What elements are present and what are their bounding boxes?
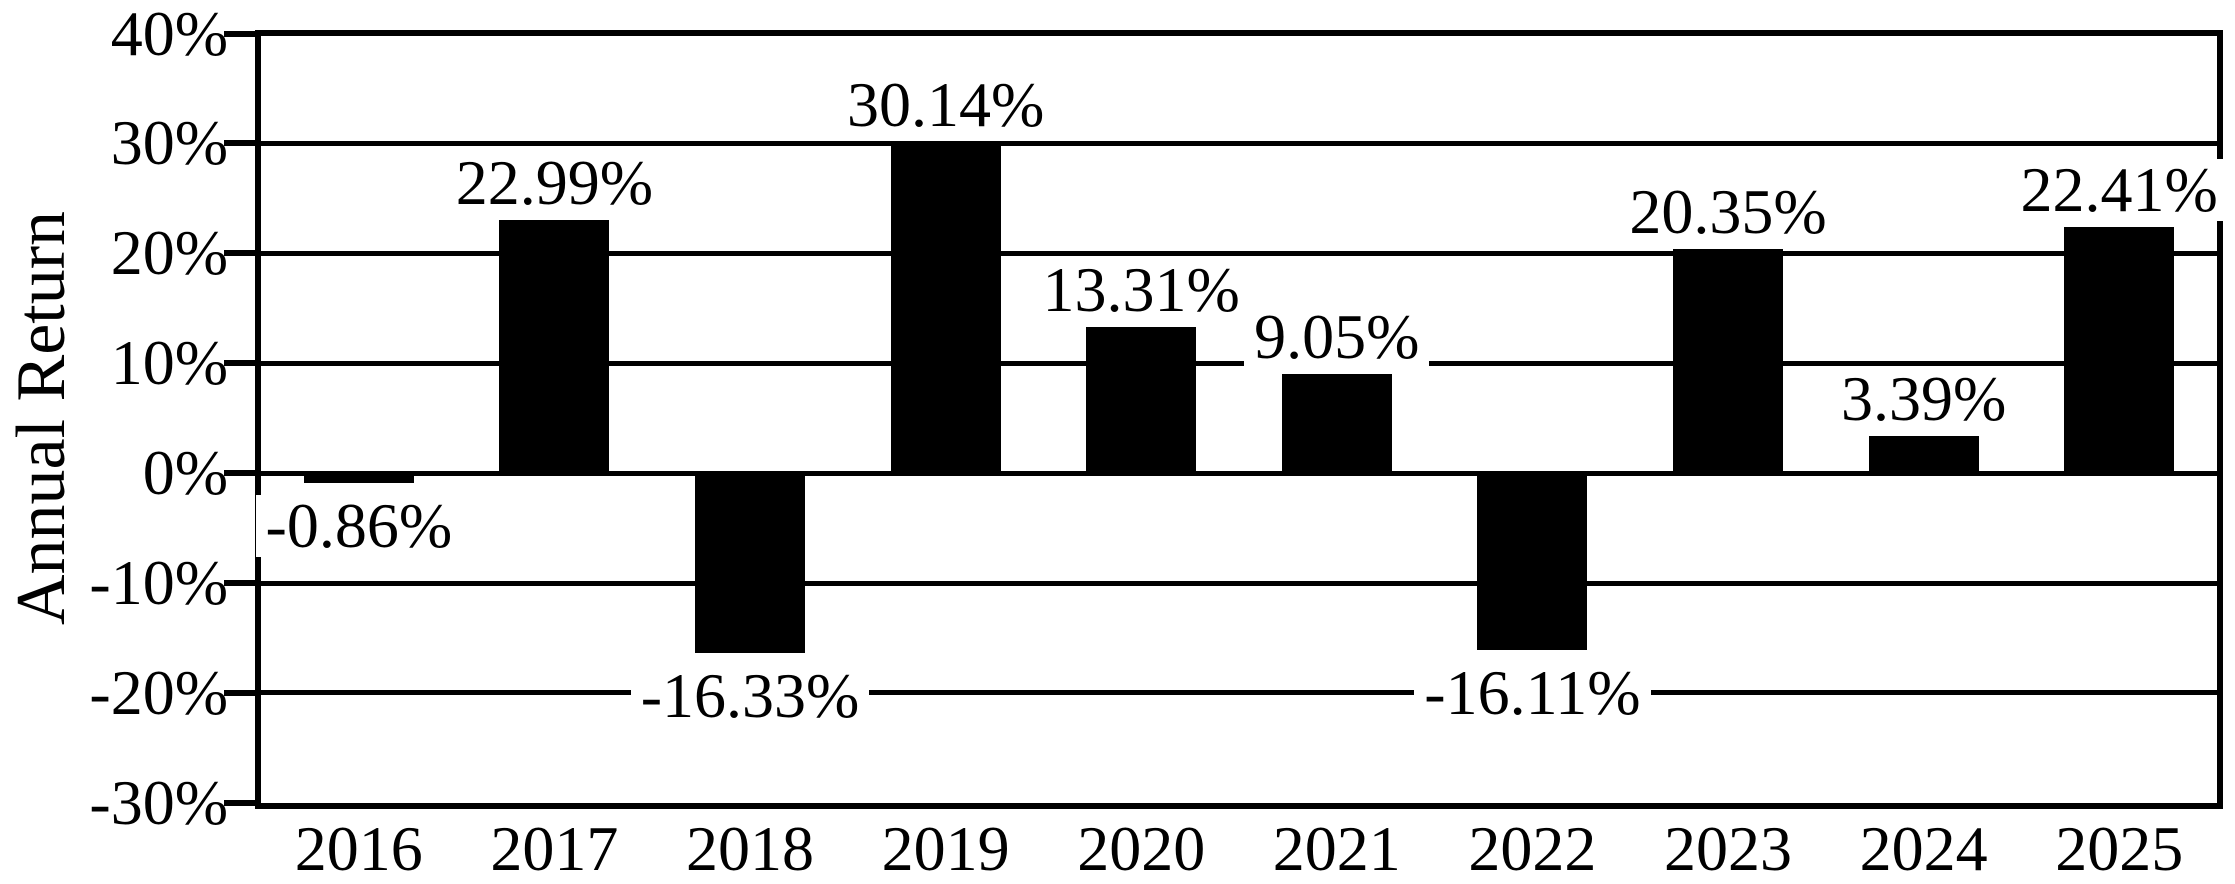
xtick-label-2022: 2022 <box>1468 813 1597 884</box>
ytick-mark-20 <box>224 250 256 257</box>
bar-2021 <box>1281 373 1392 474</box>
ytick-mark-40 <box>224 30 256 37</box>
xtick-label-2020: 2020 <box>1077 813 1206 884</box>
bar-label-text: -16.11% <box>1414 661 1651 725</box>
bar-label-2024: 3.39% <box>1774 366 2074 430</box>
bar-2025 <box>2064 226 2175 474</box>
xtick-label-2016: 2016 <box>294 813 423 884</box>
bar-label-text: 20.35% <box>1619 180 1837 244</box>
gridline--10 <box>261 580 2217 586</box>
bar-label-2023: 20.35% <box>1578 180 1878 244</box>
ytick-mark--10 <box>224 580 256 586</box>
bar-2020 <box>1086 326 1197 474</box>
ytick-label-0: 0% <box>142 437 228 509</box>
bar-label-2018: -16.33% <box>600 663 900 727</box>
ytick-label-30: 30% <box>110 107 228 179</box>
gridline-10 <box>261 360 2217 366</box>
ytick-label--20: -20% <box>89 656 228 728</box>
ytick-label--30: -30% <box>89 766 228 838</box>
ytick-label-20: 20% <box>110 217 228 289</box>
ytick-mark-30 <box>224 140 256 147</box>
bar-2023 <box>1673 249 1783 474</box>
bar-label-text: 13.31% <box>1032 257 1250 321</box>
bar-label-text: 22.99% <box>445 151 664 215</box>
bar-label-2025: 22.41% <box>1969 157 2235 221</box>
xtick-label-2018: 2018 <box>685 813 814 884</box>
bar-label-text: -16.33% <box>630 663 870 727</box>
bar-label-text: 9.05% <box>1244 304 1430 368</box>
ytick-label--10: -10% <box>89 547 228 618</box>
bar-label-text: 3.39% <box>1830 366 2017 430</box>
bar-label-2019: 30.14% <box>796 72 1096 136</box>
bar-2017 <box>499 220 610 474</box>
gridline--20 <box>261 690 2217 696</box>
gridline-30 <box>261 140 2217 146</box>
ytick-mark-0 <box>224 470 256 477</box>
bar-label-2016: -0.86% <box>209 493 509 557</box>
bar-label-2017: 22.99% <box>404 151 704 215</box>
bar-2022 <box>1477 473 1588 651</box>
xtick-label-2023: 2023 <box>1663 813 1792 884</box>
ytick-label-10: 10% <box>110 327 228 399</box>
ytick-mark-10 <box>224 360 256 367</box>
plot-inner: -0.86% 22.99% -16.33% 30.14% 13.31% 9.05% -16.… <box>255 36 2228 803</box>
bar-2019 <box>890 141 1001 474</box>
ytick-mark--20 <box>224 689 256 696</box>
gridline-20 <box>261 250 2217 256</box>
xtick-label-2019: 2019 <box>881 813 1010 884</box>
bar-label-text: 30.14% <box>836 72 1055 136</box>
gridline-0 <box>261 470 2217 476</box>
bar-2024 <box>1868 435 1979 474</box>
ytick-mark--30 <box>224 799 256 806</box>
xtick-label-2017: 2017 <box>490 813 619 884</box>
xtick-label-2025: 2025 <box>2055 813 2184 884</box>
bar-label-2022: -16.11% <box>1382 661 1682 725</box>
bar-label-text: -0.86% <box>255 493 463 557</box>
bar-2018 <box>695 473 805 653</box>
bar-label-2020: 13.31% <box>991 257 1291 321</box>
xtick-label-2024: 2024 <box>1859 813 1988 884</box>
xtick-label-2021: 2021 <box>1272 813 1401 884</box>
bar-2016 <box>303 473 414 483</box>
ytick-label-40: 40% <box>110 0 228 69</box>
bar-label-text: 22.41% <box>2010 157 2228 221</box>
bar-label-2021: 9.05% <box>1187 304 1487 368</box>
